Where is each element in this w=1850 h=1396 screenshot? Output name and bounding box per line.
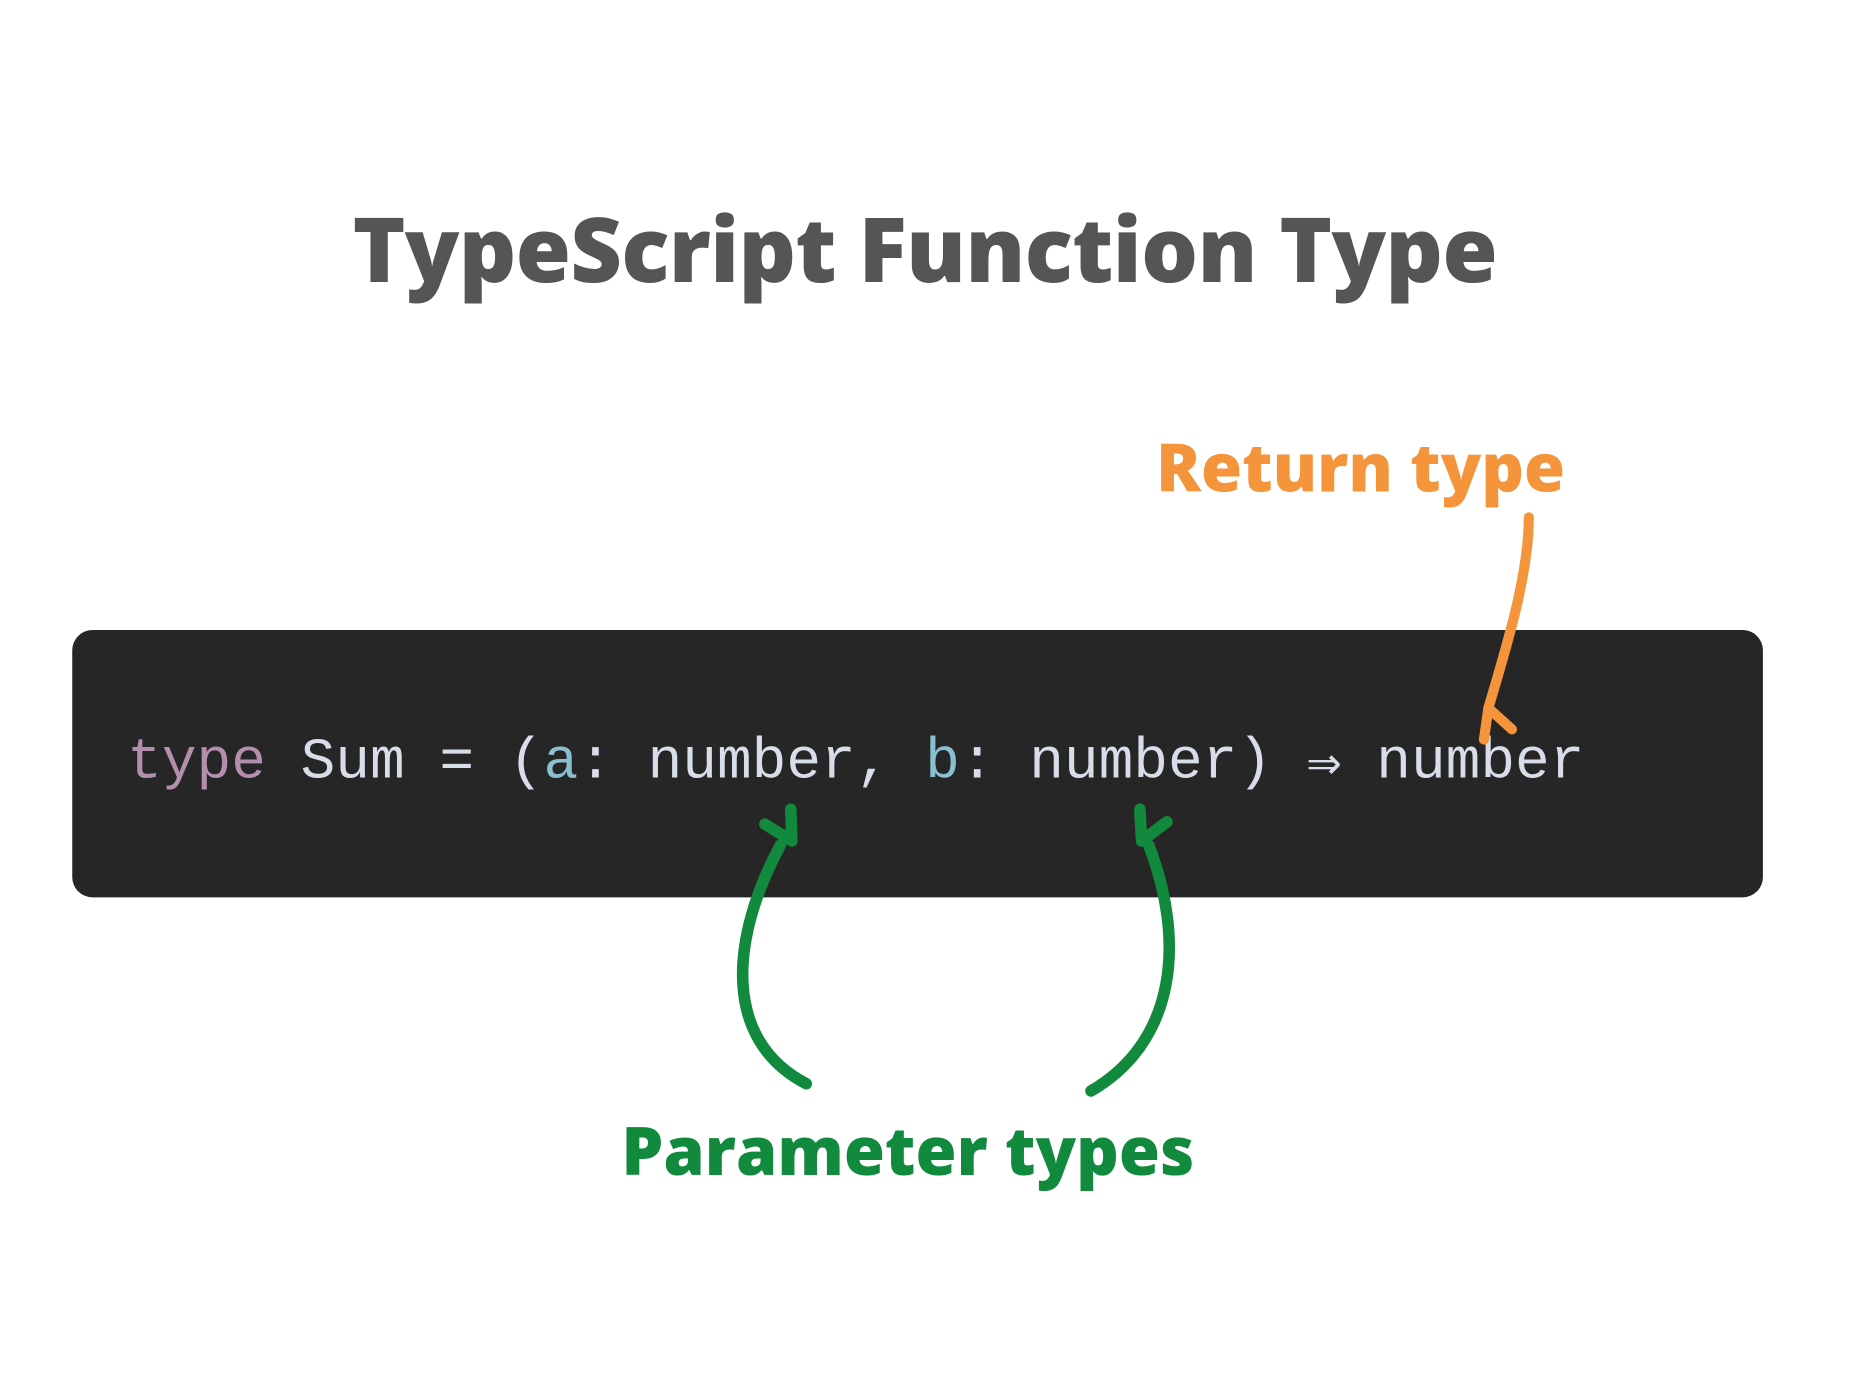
code-token	[995, 731, 1030, 796]
code-token: ⇒	[1307, 728, 1342, 799]
code-token: type	[127, 731, 266, 796]
code-token: )	[1237, 731, 1272, 796]
code-token	[405, 731, 440, 796]
code-token: ,	[856, 731, 891, 796]
code-token: (	[509, 731, 544, 796]
code-token: Sum	[301, 731, 405, 796]
code-token: :	[960, 731, 995, 796]
code-token: =	[439, 731, 474, 796]
code-token: number	[648, 731, 856, 796]
page-title: TypeScript Function Type	[0, 188, 1850, 309]
code-token: b	[925, 731, 960, 796]
diagram-canvas: TypeScript Function Type Return type typ…	[0, 0, 1850, 1387]
parameter-types-label: Parameter types	[621, 1105, 1194, 1195]
code-token	[266, 731, 301, 796]
code-token	[613, 731, 648, 796]
return-type-label: Return type	[1156, 422, 1565, 512]
code-token: number	[1029, 731, 1237, 796]
code-token	[890, 731, 925, 796]
code-token	[1272, 731, 1307, 796]
code-token	[474, 731, 509, 796]
code-token: number	[1376, 731, 1584, 796]
code-token: a	[543, 731, 578, 796]
code-token: :	[578, 731, 613, 796]
code-token	[1342, 731, 1377, 796]
code-block: type Sum = (a: number, b: number) ⇒ numb…	[72, 630, 1763, 897]
